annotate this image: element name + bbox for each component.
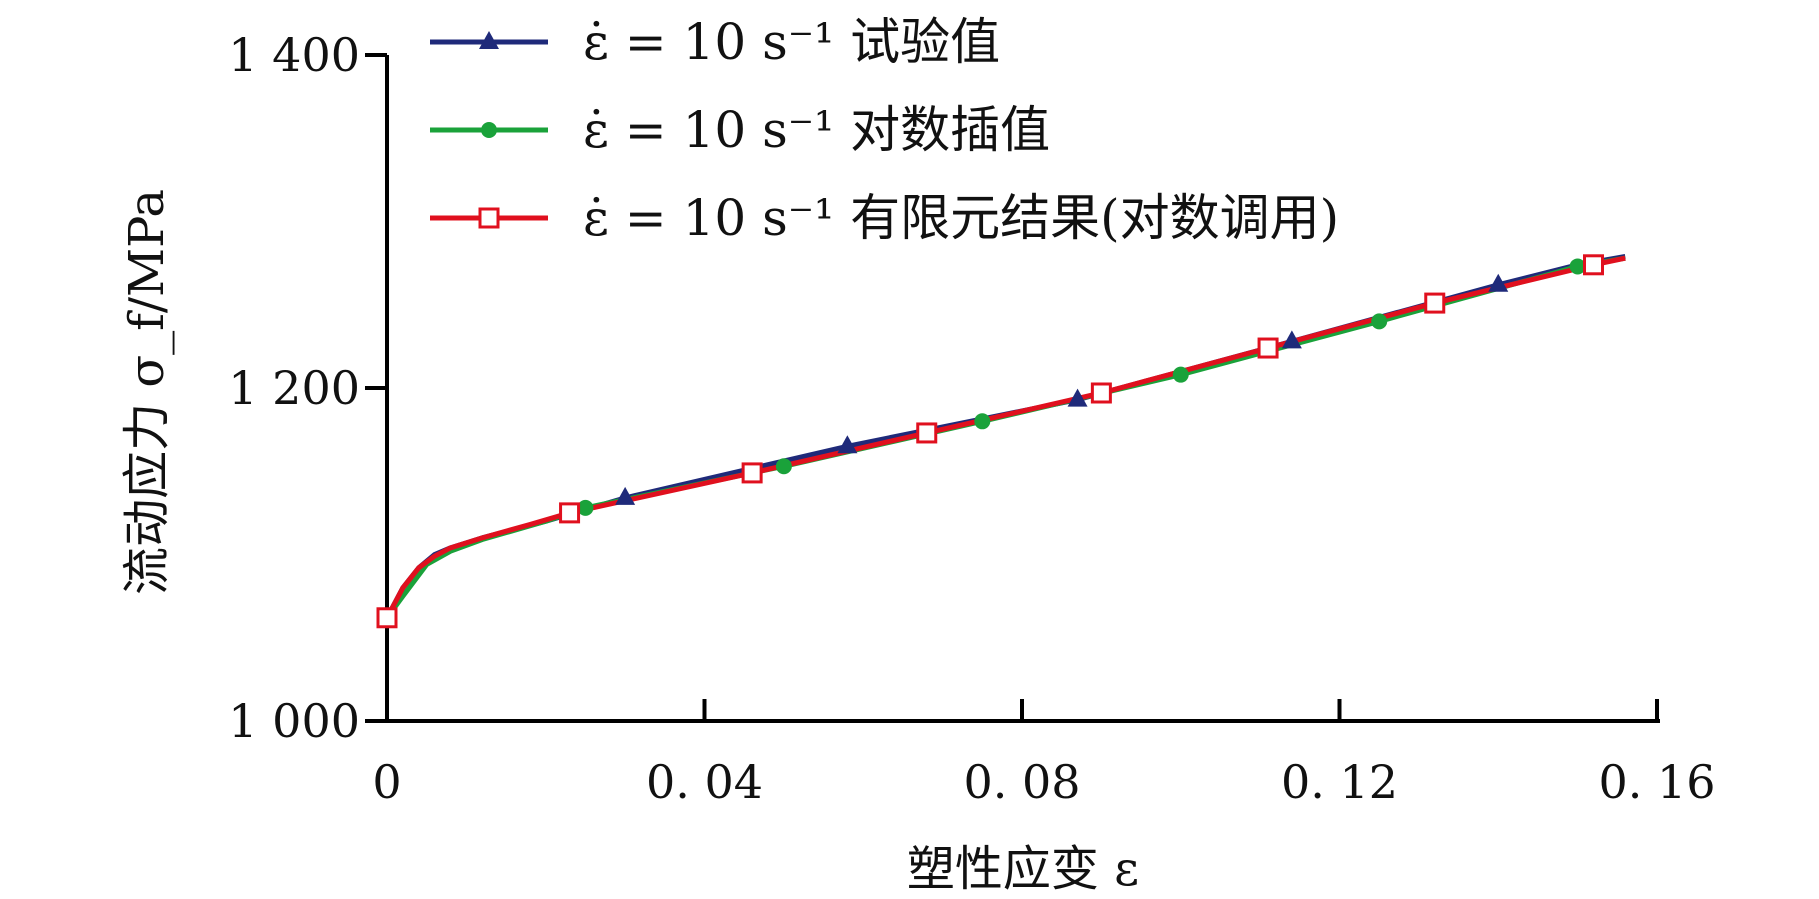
series-0-point: [615, 486, 636, 505]
x-ticks: 0 0. 04 0. 08 0. 12 0. 16: [372, 699, 1716, 809]
legend-square-marker-icon: [478, 207, 500, 229]
series-1-point: [974, 413, 991, 430]
legend-circle-marker-icon: [481, 122, 497, 138]
series-2-point: [376, 607, 398, 629]
y-ticks: 1 000 1 200 1 400: [228, 28, 387, 748]
series-0-point: [837, 435, 858, 454]
y-tick-label: 1 400: [228, 28, 360, 82]
legend: ε̇ = 10 s⁻¹ 试验值 ε̇ = 10 s⁻¹ 对数插值 ε̇ = 10…: [430, 13, 1339, 247]
legend-label-experimental: ε̇ = 10 s⁻¹ 试验值: [583, 13, 1000, 71]
x-tick-label: 0. 04: [646, 755, 763, 809]
series-1-point: [577, 499, 594, 516]
series-0-point: [1067, 388, 1088, 407]
series-2-point: [916, 422, 938, 444]
series-1-point: [1371, 313, 1388, 330]
x-tick-label: 0. 08: [963, 755, 1080, 809]
series-1-point: [1172, 366, 1189, 383]
series-2-point: [1090, 382, 1112, 404]
legend-label-log-interp: ε̇ = 10 s⁻¹ 对数插值: [583, 101, 1050, 159]
legend-item-log-interp: ε̇ = 10 s⁻¹ 对数插值: [430, 101, 1050, 159]
y-tick-label: 1 000: [228, 694, 360, 748]
x-tick-label: 0. 12: [1281, 755, 1398, 809]
series-2-point: [1257, 337, 1279, 359]
x-tick-label: 0: [372, 755, 401, 809]
series-0-point: [1488, 273, 1509, 292]
x-tick-label: 0. 16: [1598, 755, 1715, 809]
legend-label-fem: ε̇ = 10 s⁻¹ 有限元结果(对数调用): [583, 189, 1339, 247]
legend-item-experimental: ε̇ = 10 s⁻¹ 试验值: [430, 13, 1000, 71]
legend-item-fem: ε̇ = 10 s⁻¹ 有限元结果(对数调用): [430, 189, 1339, 247]
series-1-point: [775, 458, 792, 475]
series-0-point: [1281, 330, 1302, 349]
y-axis-title: 流动应力 σ_f/MPa: [119, 189, 175, 595]
series-2-point: [1424, 292, 1446, 314]
series-2-point: [741, 462, 763, 484]
y-tick-label: 1 200: [228, 361, 360, 415]
series-2-point: [1583, 254, 1604, 276]
marker-layer: [376, 254, 1604, 629]
x-axis-title: 塑性应变 ε: [907, 841, 1139, 897]
series-1-point: [1569, 258, 1586, 275]
series-2-point: [559, 502, 581, 524]
legend-triangle-marker-icon: [479, 31, 499, 49]
